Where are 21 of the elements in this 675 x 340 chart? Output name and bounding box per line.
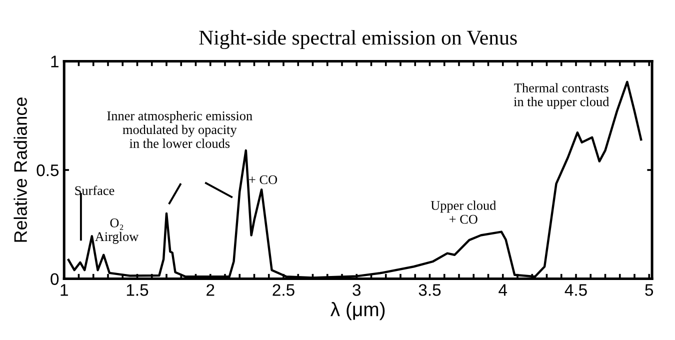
x-tick-label: 4: [498, 284, 508, 296]
annotation: + CO: [249, 175, 278, 184]
annotation: Inner atmospheric emission modulated by opacity in the lower clouds: [107, 111, 252, 148]
x-tick-label: 2.5: [272, 284, 294, 296]
annotation: Surface: [75, 186, 114, 196]
x-tick-label: 3: [352, 284, 361, 296]
x-tick-label: 1.5: [126, 284, 148, 296]
annotation: Upper cloud + CO: [430, 200, 496, 224]
x-tick-label: 2: [206, 284, 214, 296]
x-axis-title: λ (μm): [330, 302, 385, 320]
x-tick-label: 1: [60, 284, 68, 296]
x-tick-label: 3.5: [418, 284, 441, 296]
x-tick-label: 4.5: [564, 284, 587, 296]
y-tick-label: 0.5: [36, 164, 59, 176]
y-tick-label: 0: [50, 273, 59, 286]
chart-title: Night-side spectral emission on Venus: [199, 30, 517, 50]
y-axis-title: Relative Radiance: [14, 98, 27, 242]
y-tick-label: 1: [51, 56, 58, 68]
annotation: O₂ Airglow: [95, 218, 139, 244]
annotation: Thermal contrasts in the upper cloud: [514, 83, 610, 109]
x-tick-label: 5: [645, 284, 654, 296]
